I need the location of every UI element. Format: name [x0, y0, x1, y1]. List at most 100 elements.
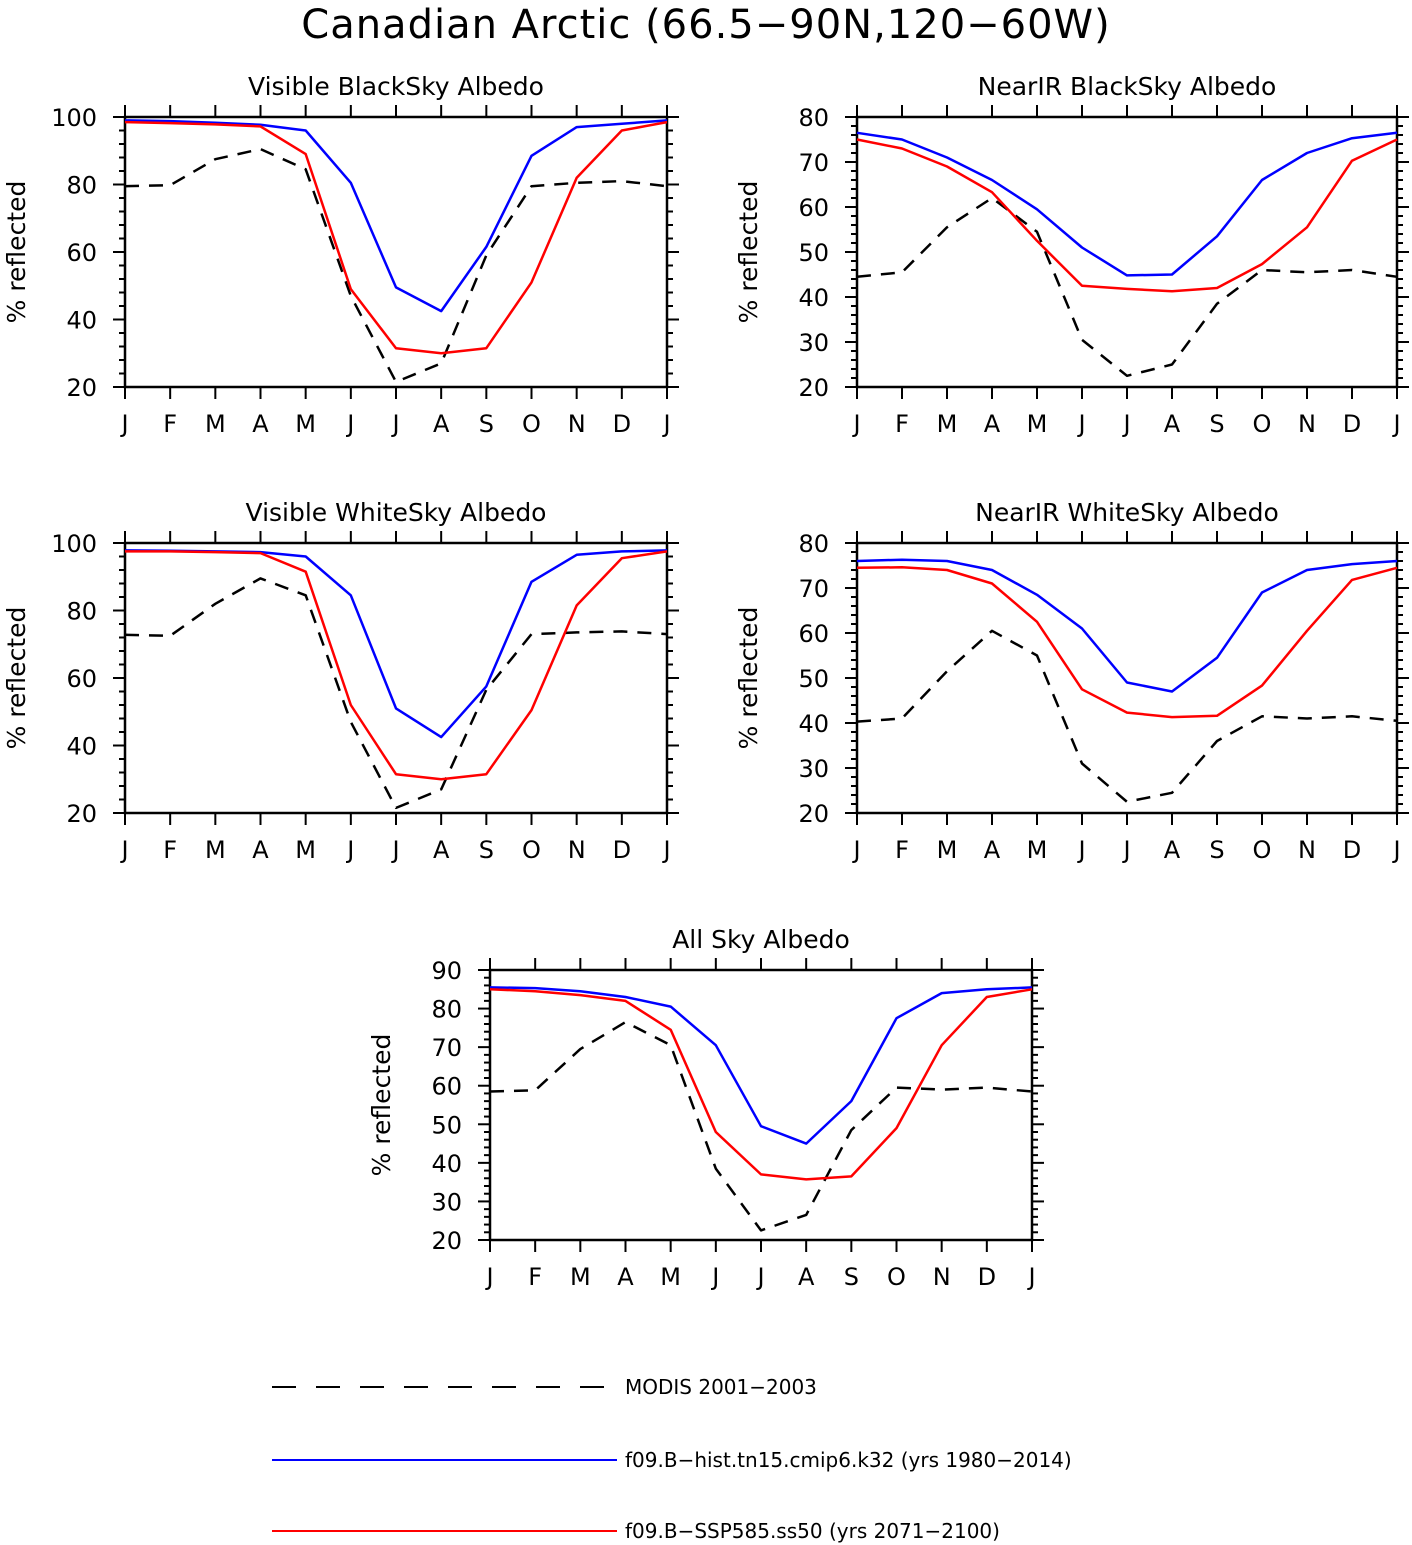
series-line-hist	[856, 131, 1398, 277]
x-tick-label: A	[252, 836, 269, 864]
x-tick-label: J	[851, 410, 860, 438]
x-tick-label: S	[844, 1263, 859, 1291]
x-tick-label: D	[1343, 410, 1361, 438]
series-line-modis	[124, 577, 668, 810]
x-tick-label: J	[119, 410, 128, 438]
y-tick-label: 80	[431, 996, 462, 1024]
x-tick-label: M	[1027, 836, 1048, 864]
x-tick-label: J	[661, 410, 670, 438]
y-tick-label: 20	[66, 374, 97, 402]
y-tick-label: 50	[798, 665, 829, 693]
x-tick-label: A	[1164, 836, 1181, 864]
x-tick-label: N	[568, 410, 586, 438]
series-line-modis	[856, 196, 1398, 378]
x-tick-label: A	[984, 836, 1001, 864]
x-tick-label: F	[163, 836, 177, 864]
y-tick-label: 20	[798, 374, 829, 402]
y-tick-label: 40	[798, 710, 829, 738]
y-tick-label: 80	[66, 598, 97, 626]
x-tick-label: A	[798, 1263, 815, 1291]
series-line-hist	[489, 986, 1033, 1145]
y-tick-label: 80	[66, 172, 97, 200]
x-tick-label: J	[1076, 836, 1085, 864]
legend-label-modis: MODIS 2001−2003	[625, 1375, 817, 1399]
x-tick-label: M	[295, 836, 316, 864]
x-tick-label: A	[617, 1263, 634, 1291]
x-tick-label: D	[978, 1263, 996, 1291]
panel-title: All Sky Albedo	[672, 925, 850, 954]
y-tick-label: 60	[66, 239, 97, 267]
x-tick-label: J	[851, 836, 860, 864]
x-tick-label: M	[937, 410, 958, 438]
y-tick-label: 30	[798, 329, 829, 357]
x-tick-label: A	[252, 410, 269, 438]
x-tick-label: J	[390, 836, 399, 864]
x-tick-label: F	[163, 410, 177, 438]
x-tick-label: J	[1391, 410, 1400, 438]
y-axis-label: % reflected	[2, 181, 31, 324]
y-axis-label: % reflected	[2, 607, 31, 750]
x-tick-label: O	[1253, 836, 1272, 864]
y-axis-label: % reflected	[367, 1034, 396, 1177]
x-tick-label: S	[1209, 410, 1224, 438]
x-tick-label: N	[568, 836, 586, 864]
x-tick-label: J	[484, 1263, 493, 1291]
y-tick-label: 80	[798, 104, 829, 132]
y-tick-label: 70	[798, 575, 829, 603]
x-tick-label: F	[895, 836, 909, 864]
series-line-hist	[124, 119, 668, 313]
x-tick-label: M	[205, 836, 226, 864]
y-tick-label: 40	[431, 1150, 462, 1178]
y-tick-label: 90	[431, 957, 462, 985]
x-tick-label: M	[937, 836, 958, 864]
x-tick-label: S	[479, 410, 494, 438]
x-tick-label: D	[1343, 836, 1361, 864]
plot-frame	[855, 115, 1399, 389]
series-line-hist	[124, 549, 668, 739]
x-tick-label: J	[1121, 410, 1130, 438]
x-tick-label: J	[1391, 836, 1400, 864]
series-line-ssp	[124, 120, 668, 355]
x-tick-label: M	[295, 410, 316, 438]
x-tick-label: F	[528, 1263, 542, 1291]
panel-title: Visible WhiteSky Albedo	[246, 498, 547, 527]
x-tick-label: O	[522, 410, 541, 438]
y-axis-label: % reflected	[734, 607, 763, 750]
x-tick-label: N	[933, 1263, 951, 1291]
x-tick-label: J	[661, 836, 670, 864]
y-tick-label: 50	[431, 1111, 462, 1139]
y-tick-label: 20	[431, 1227, 462, 1255]
y-tick-label: 80	[798, 530, 829, 558]
x-tick-label: M	[205, 410, 226, 438]
x-tick-label: O	[1253, 410, 1272, 438]
x-tick-label: S	[1209, 836, 1224, 864]
x-tick-label: S	[479, 836, 494, 864]
series-line-ssp	[489, 988, 1033, 1181]
y-tick-label: 20	[798, 800, 829, 828]
series-line-ssp	[125, 550, 668, 781]
series-line-ssp	[856, 566, 1398, 719]
x-tick-label: A	[433, 836, 450, 864]
x-tick-label: O	[887, 1263, 906, 1291]
y-tick-label: 60	[431, 1073, 462, 1101]
x-tick-label: J	[755, 1263, 764, 1291]
plot-frame	[488, 968, 1034, 1242]
x-tick-label: J	[1076, 410, 1085, 438]
x-tick-label: J	[345, 410, 354, 438]
x-tick-label: D	[613, 410, 631, 438]
x-tick-label: F	[895, 410, 909, 438]
panel-title: NearIR BlackSky Albedo	[978, 72, 1277, 101]
y-axis-label: % reflected	[734, 181, 763, 324]
y-tick-label: 70	[431, 1034, 462, 1062]
panel-title: NearIR WhiteSky Albedo	[975, 498, 1279, 527]
x-tick-label: J	[390, 410, 399, 438]
y-tick-label: 40	[798, 284, 829, 312]
x-tick-label: J	[1026, 1263, 1035, 1291]
x-tick-label: J	[710, 1263, 719, 1291]
series-line-hist	[856, 558, 1398, 693]
